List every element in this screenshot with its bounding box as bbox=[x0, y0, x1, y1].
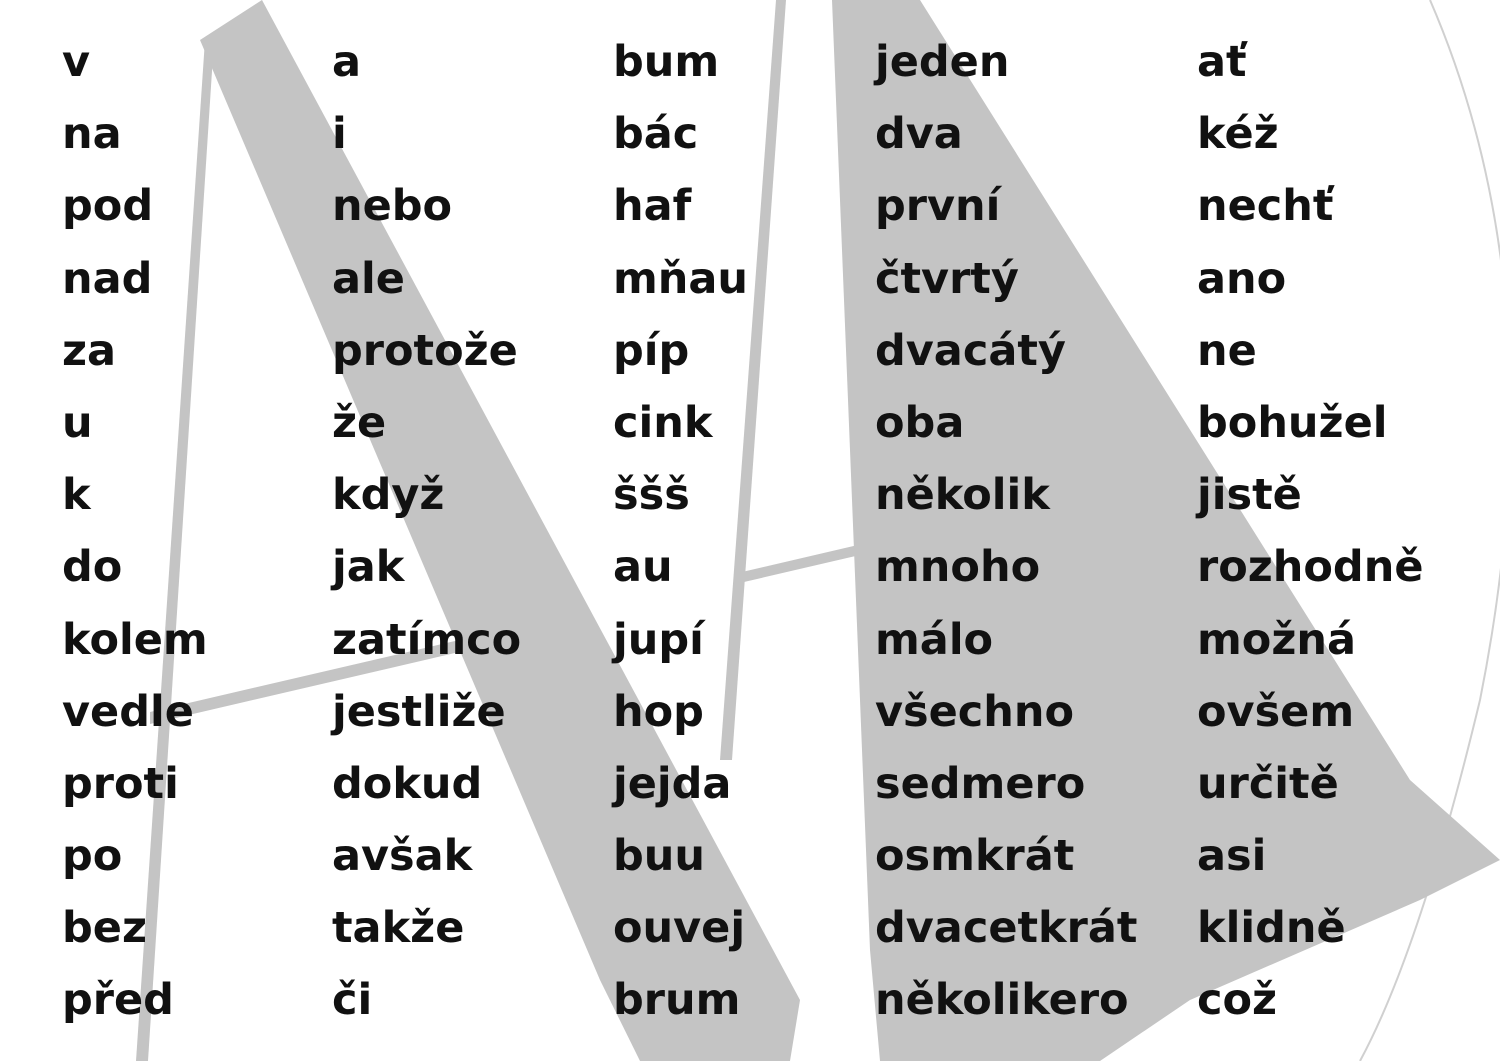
word: cink bbox=[613, 397, 713, 448]
word: v bbox=[62, 37, 91, 87]
word: jeden bbox=[875, 37, 1010, 87]
word: a bbox=[332, 37, 362, 87]
word: ano bbox=[1197, 253, 1287, 304]
word: avšak bbox=[332, 831, 473, 882]
letter-a1-crossbar bbox=[150, 620, 545, 724]
word: haf bbox=[613, 181, 692, 232]
word: mňau bbox=[613, 253, 749, 304]
word: pod bbox=[62, 181, 154, 232]
word: ale bbox=[332, 253, 405, 304]
word: několikero bbox=[875, 975, 1129, 1026]
word: možná bbox=[1197, 614, 1357, 665]
word: ouvej bbox=[613, 903, 746, 954]
word: bum bbox=[613, 37, 720, 87]
word: jak bbox=[332, 542, 405, 593]
word: i bbox=[332, 109, 347, 160]
word: několik bbox=[875, 470, 1050, 521]
word: málo bbox=[875, 614, 994, 665]
word: nebo bbox=[332, 181, 453, 232]
word: sedmero bbox=[875, 758, 1086, 809]
word: dvacetkrát bbox=[875, 903, 1138, 954]
word: nad bbox=[62, 253, 153, 304]
word: určitě bbox=[1197, 758, 1339, 809]
word: jupí bbox=[613, 614, 704, 665]
word: dva bbox=[875, 109, 963, 160]
word: bez bbox=[62, 903, 147, 954]
word: první bbox=[875, 181, 1001, 232]
word: osmkrát bbox=[875, 831, 1075, 882]
word: bác bbox=[613, 109, 699, 160]
word: za bbox=[62, 325, 117, 376]
word: oba bbox=[875, 397, 965, 448]
word: rozhodně bbox=[1197, 542, 1424, 593]
word: klidně bbox=[1197, 903, 1346, 954]
word: k bbox=[62, 470, 91, 521]
word: mnoho bbox=[875, 542, 1041, 593]
word: ššš bbox=[613, 470, 690, 521]
word: ať bbox=[1197, 37, 1247, 87]
word: dokud bbox=[332, 758, 483, 809]
word: jistě bbox=[1197, 470, 1302, 521]
letter-a1-thin-stroke bbox=[136, 40, 214, 1061]
word: bohužel bbox=[1197, 397, 1388, 448]
word: vedle bbox=[62, 686, 194, 737]
word: či bbox=[332, 975, 373, 1026]
word-column-1: v na pod nad za u k do kolem vedle proti po bez před bbox=[62, 36, 208, 1047]
word: proti bbox=[62, 758, 179, 809]
letter-a2-thick-stroke bbox=[832, 0, 1500, 1061]
word: u bbox=[62, 397, 93, 448]
word: což bbox=[1197, 975, 1278, 1026]
word: au bbox=[613, 542, 673, 593]
word: jestliže bbox=[332, 686, 506, 737]
word: píp bbox=[613, 325, 690, 376]
word: dvacátý bbox=[875, 325, 1066, 376]
word: ovšem bbox=[1197, 686, 1355, 737]
word: nechť bbox=[1197, 181, 1334, 232]
word: kéž bbox=[1197, 109, 1279, 160]
word-column-3: bum bác haf mňau píp cink ššš au jupí hop jejda buu… bbox=[613, 36, 748, 1047]
word: kolem bbox=[62, 614, 208, 665]
word: jejda bbox=[613, 758, 732, 809]
word-column-2: a i nebo ale protože že když jak zatímco jestliže… bbox=[332, 36, 521, 1047]
word: ne bbox=[1197, 325, 1257, 376]
letter-a2-thin-stroke bbox=[720, 0, 786, 760]
word: buu bbox=[613, 831, 706, 882]
word: protože bbox=[332, 325, 518, 376]
word: po bbox=[62, 831, 123, 882]
word: když bbox=[332, 470, 445, 521]
word: takže bbox=[332, 903, 465, 954]
letter-a2-crossbar bbox=[742, 484, 1122, 582]
word: před bbox=[62, 975, 174, 1026]
word: na bbox=[62, 109, 122, 160]
word: zatímco bbox=[332, 614, 522, 665]
word: asi bbox=[1197, 831, 1267, 882]
letter-a1-thick-stroke bbox=[200, 0, 800, 1061]
arc-line bbox=[1359, 0, 1500, 1061]
word: všechno bbox=[875, 686, 1075, 737]
word: hop bbox=[613, 686, 704, 737]
word-column-5: ať kéž nechť ano ne bohužel jistě rozhodně možná… bbox=[1197, 36, 1424, 1047]
word-column-4: jeden dva první čtvrtý dvacátý oba několik mnoh… bbox=[875, 36, 1137, 1047]
word: že bbox=[332, 397, 387, 448]
word: do bbox=[62, 542, 123, 593]
word: brum bbox=[613, 975, 741, 1026]
word: čtvrtý bbox=[875, 253, 1019, 304]
